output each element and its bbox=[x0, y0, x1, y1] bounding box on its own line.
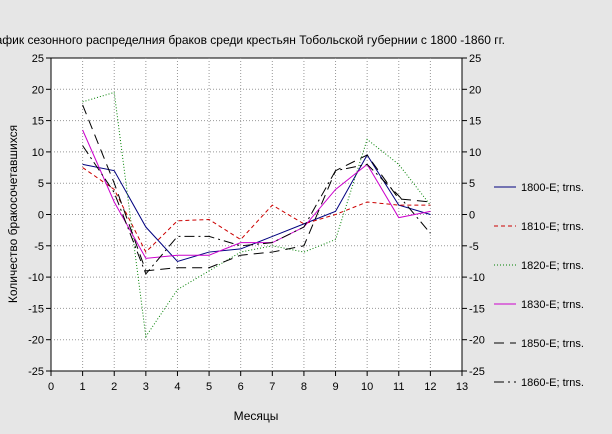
series-line-1 bbox=[82, 167, 431, 253]
legend-label: 1820-E; trns. bbox=[521, 260, 584, 272]
legend-label: 1800-E; trns. bbox=[521, 182, 584, 194]
series-line-4 bbox=[82, 104, 431, 272]
x-tick-label: 1 bbox=[80, 381, 86, 393]
series-line-3 bbox=[82, 129, 431, 259]
x-tick-label: 2 bbox=[111, 381, 117, 393]
grid bbox=[51, 58, 462, 371]
y-tick-label-right: -10 bbox=[469, 272, 485, 284]
x-tick-label: 13 bbox=[456, 381, 468, 393]
y-tick-label-right: 20 bbox=[469, 84, 481, 96]
y-tick-label: 20 bbox=[32, 84, 44, 96]
y-tick-label-right: -25 bbox=[469, 366, 485, 378]
y-tick-label: 25 bbox=[32, 53, 44, 65]
x-tick-label: 10 bbox=[361, 381, 373, 393]
legend-label: 1830-E; trns. bbox=[521, 299, 584, 311]
x-tick-label: 5 bbox=[206, 381, 212, 393]
y-axis-ticks-left: 25 20 15 10 5 0 -5 -10 -15 -20 -25 bbox=[28, 53, 51, 378]
x-tick-label: 3 bbox=[143, 381, 149, 393]
x-axis-ticks: 0 1 2 3 4 5 6 7 8 9 10 11 12 13 bbox=[48, 371, 468, 393]
y-tick-label: 10 bbox=[32, 147, 44, 159]
series-line-5 bbox=[82, 145, 431, 275]
x-tick-label: 9 bbox=[332, 381, 338, 393]
series-group bbox=[82, 91, 431, 338]
plot-area bbox=[50, 57, 463, 372]
y-tick-label: 0 bbox=[38, 210, 44, 222]
y-tick-label-right: -15 bbox=[469, 303, 485, 315]
x-tick-label: 8 bbox=[301, 381, 307, 393]
x-tick-label: 0 bbox=[48, 381, 54, 393]
y-tick-label-right: 5 bbox=[469, 178, 475, 190]
chart-title: График сезонного распределния браков сре… bbox=[0, 33, 505, 47]
y-tick-label-right: 0 bbox=[469, 210, 475, 222]
y-tick-label-right: 15 bbox=[469, 116, 481, 128]
y-axis-label: Количество бракосочетавшихся bbox=[6, 125, 20, 303]
y-tick-label: -25 bbox=[28, 366, 44, 378]
legend-label: 1860-E; trns. bbox=[521, 377, 584, 389]
y-tick-label: -20 bbox=[28, 335, 44, 347]
y-tick-label: 5 bbox=[38, 178, 44, 190]
legend-label: 1850-E; trns. bbox=[521, 338, 584, 350]
y-tick-label: 15 bbox=[32, 116, 44, 128]
y-tick-label: -15 bbox=[28, 303, 44, 315]
x-tick-label: 6 bbox=[238, 381, 244, 393]
x-axis-label: Месяцы bbox=[234, 409, 279, 423]
x-tick-label: 12 bbox=[424, 381, 436, 393]
legend-label: 1810-E; trns. bbox=[521, 221, 584, 233]
x-tick-label: 11 bbox=[393, 381, 404, 393]
x-tick-label: 4 bbox=[174, 381, 180, 393]
y-tick-label: -10 bbox=[28, 272, 44, 284]
x-tick-label: 7 bbox=[269, 381, 275, 393]
y-axis-ticks-right: 25 20 15 10 5 0 -5 -10 -15 -20 -25 bbox=[462, 53, 485, 378]
y-tick-label-right: -20 bbox=[469, 335, 485, 347]
y-tick-label-right: 25 bbox=[469, 53, 481, 65]
legend: 1800-E; trns. 1810-E; trns. 1820-E; trns. 1… bbox=[494, 182, 584, 389]
y-tick-label-right: 10 bbox=[469, 147, 481, 159]
y-tick-label-right: -5 bbox=[469, 241, 479, 253]
y-tick-label: -5 bbox=[34, 241, 44, 253]
